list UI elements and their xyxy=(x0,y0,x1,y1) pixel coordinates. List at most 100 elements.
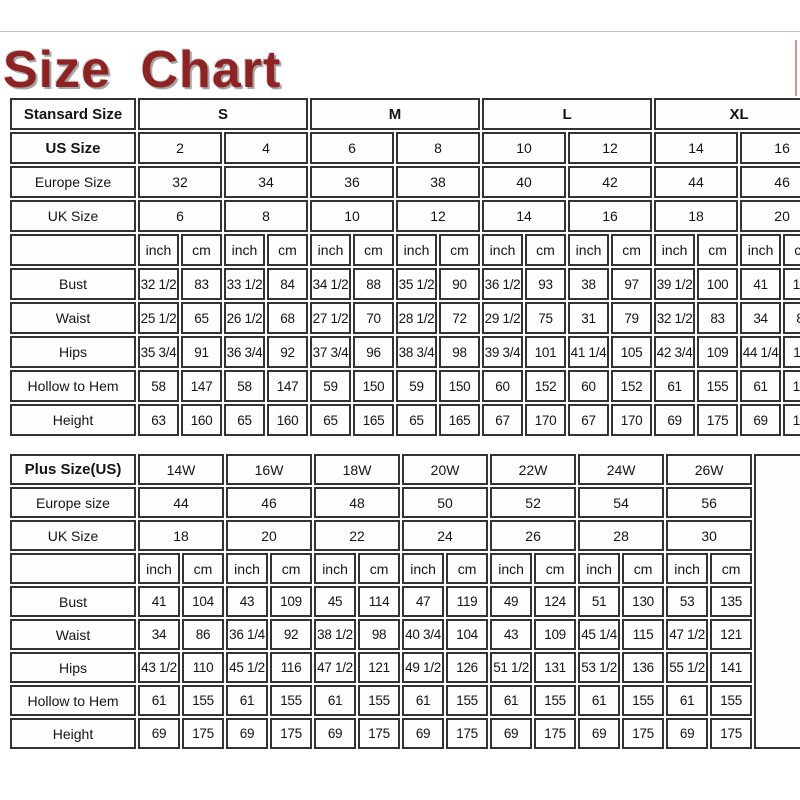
measure-value-cell: 155 xyxy=(446,685,489,716)
size-value-cell: 34 xyxy=(224,166,309,198)
measure-value-cell: 36 3/4 xyxy=(224,336,265,368)
measure-value-cell: 124 xyxy=(534,586,577,617)
measure-value-cell: 35 1/2 xyxy=(396,268,438,300)
unit-cell: inch xyxy=(138,234,179,266)
measure-value-cell: 29 1/2 xyxy=(482,302,524,334)
measure-value-cell: 37 3/4 xyxy=(310,336,352,368)
measure-value-cell: 175 xyxy=(182,718,225,749)
measure-value-cell: 33 1/2 xyxy=(224,268,265,300)
measure-value-cell: 69 xyxy=(402,718,445,749)
measure-value-cell: 41 xyxy=(740,268,782,300)
row-label-cell: Bust xyxy=(10,268,136,300)
measure-value-cell: 61 xyxy=(226,685,269,716)
measure-value-cell: 155 xyxy=(783,370,800,402)
measure-value-cell: 84 xyxy=(267,268,309,300)
size-group-cell: XL xyxy=(654,98,800,130)
size-value-cell: 44 xyxy=(654,166,739,198)
measure-value-cell: 175 xyxy=(697,404,739,436)
unit-cell: inch xyxy=(138,553,180,584)
unit-cell: inch xyxy=(310,234,352,266)
unit-cell: inch xyxy=(568,234,610,266)
empty-cell xyxy=(754,454,800,749)
measure-value-cell: 75 xyxy=(525,302,567,334)
measure-value-cell: 61 xyxy=(314,685,357,716)
corner-label-cell: Plus Size(US) xyxy=(10,454,136,485)
measure-value-cell: 147 xyxy=(267,370,309,402)
measure-value-cell: 61 xyxy=(654,370,696,402)
measure-value-cell: 126 xyxy=(446,652,489,683)
measure-value-cell: 61 xyxy=(402,685,445,716)
size-group-cell: 22W xyxy=(490,454,577,485)
measure-value-cell: 114 xyxy=(358,586,401,617)
size-group-cell: S xyxy=(138,98,309,130)
unit-row-corner-cell xyxy=(10,553,136,584)
measure-value-cell: 83 xyxy=(697,302,739,334)
size-value-cell: 8 xyxy=(224,200,309,232)
measure-value-cell: 155 xyxy=(710,685,753,716)
measure-value-cell: 45 1/4 xyxy=(578,619,621,650)
measure-value-cell: 155 xyxy=(182,685,225,716)
size-value-cell: 44 xyxy=(138,487,225,518)
size-value-cell: 6 xyxy=(310,132,395,164)
measure-value-cell: 39 3/4 xyxy=(482,336,524,368)
unit-cell: inch xyxy=(226,553,269,584)
unit-cell: cm xyxy=(534,553,577,584)
size-value-cell: 14 xyxy=(482,200,567,232)
unit-cell: inch xyxy=(740,234,782,266)
measure-value-cell: 141 xyxy=(710,652,753,683)
measure-value-cell: 69 xyxy=(740,404,782,436)
measure-value-cell: 49 1/2 xyxy=(402,652,445,683)
measure-value-cell: 67 xyxy=(482,404,524,436)
row-label-cell: Waist xyxy=(10,619,136,650)
measure-value-cell: 69 xyxy=(314,718,357,749)
measure-value-cell: 150 xyxy=(439,370,481,402)
measure-value-cell: 147 xyxy=(181,370,222,402)
size-value-cell: 32 xyxy=(138,166,222,198)
measure-value-cell: 92 xyxy=(267,336,309,368)
measure-value-cell: 58 xyxy=(224,370,265,402)
measure-value-cell: 93 xyxy=(525,268,567,300)
measure-value-cell: 86 xyxy=(182,619,225,650)
measure-value-cell: 67 xyxy=(568,404,610,436)
measure-value-cell: 44 1/4 xyxy=(740,336,782,368)
measure-value-cell: 152 xyxy=(525,370,567,402)
measure-value-cell: 155 xyxy=(534,685,577,716)
measure-value-cell: 45 xyxy=(314,586,357,617)
measure-value-cell: 79 xyxy=(611,302,653,334)
unit-cell: cm xyxy=(611,234,653,266)
measure-value-cell: 175 xyxy=(622,718,665,749)
unit-cell: cm xyxy=(439,234,481,266)
unit-cell: inch xyxy=(314,553,357,584)
measure-value-cell: 104 xyxy=(446,619,489,650)
measure-value-cell: 104 xyxy=(182,586,225,617)
measure-value-cell: 155 xyxy=(358,685,401,716)
measure-value-cell: 65 xyxy=(310,404,352,436)
size-value-cell: 30 xyxy=(666,520,753,551)
measure-value-cell: 65 xyxy=(224,404,265,436)
measure-value-cell: 150 xyxy=(353,370,395,402)
measure-value-cell: 45 1/2 xyxy=(226,652,269,683)
unit-cell: cm xyxy=(622,553,665,584)
measure-value-cell: 47 1/2 xyxy=(314,652,357,683)
size-value-cell: 18 xyxy=(138,520,225,551)
measure-value-cell: 51 1/2 xyxy=(490,652,533,683)
measure-value-cell: 38 1/2 xyxy=(314,619,357,650)
size-value-cell: 28 xyxy=(578,520,665,551)
measure-value-cell: 97 xyxy=(611,268,653,300)
measure-value-cell: 115 xyxy=(622,619,665,650)
row-label-cell: Waist xyxy=(10,302,136,334)
row-label-cell: Hollow to Hem xyxy=(10,370,136,402)
measure-value-cell: 25 1/2 xyxy=(138,302,179,334)
unit-cell: inch xyxy=(490,553,533,584)
unit-cell: cm xyxy=(181,234,222,266)
row-label-cell: UK Size xyxy=(10,200,136,232)
measure-value-cell: 170 xyxy=(611,404,653,436)
unit-cell: cm xyxy=(353,234,395,266)
measure-value-cell: 36 1/4 xyxy=(226,619,269,650)
size-value-cell: 20 xyxy=(226,520,313,551)
measure-value-cell: 41 1/4 xyxy=(568,336,610,368)
measure-value-cell: 55 1/2 xyxy=(666,652,709,683)
measure-value-cell: 60 xyxy=(568,370,610,402)
measure-value-cell: 98 xyxy=(439,336,481,368)
measure-value-cell: 105 xyxy=(611,336,653,368)
